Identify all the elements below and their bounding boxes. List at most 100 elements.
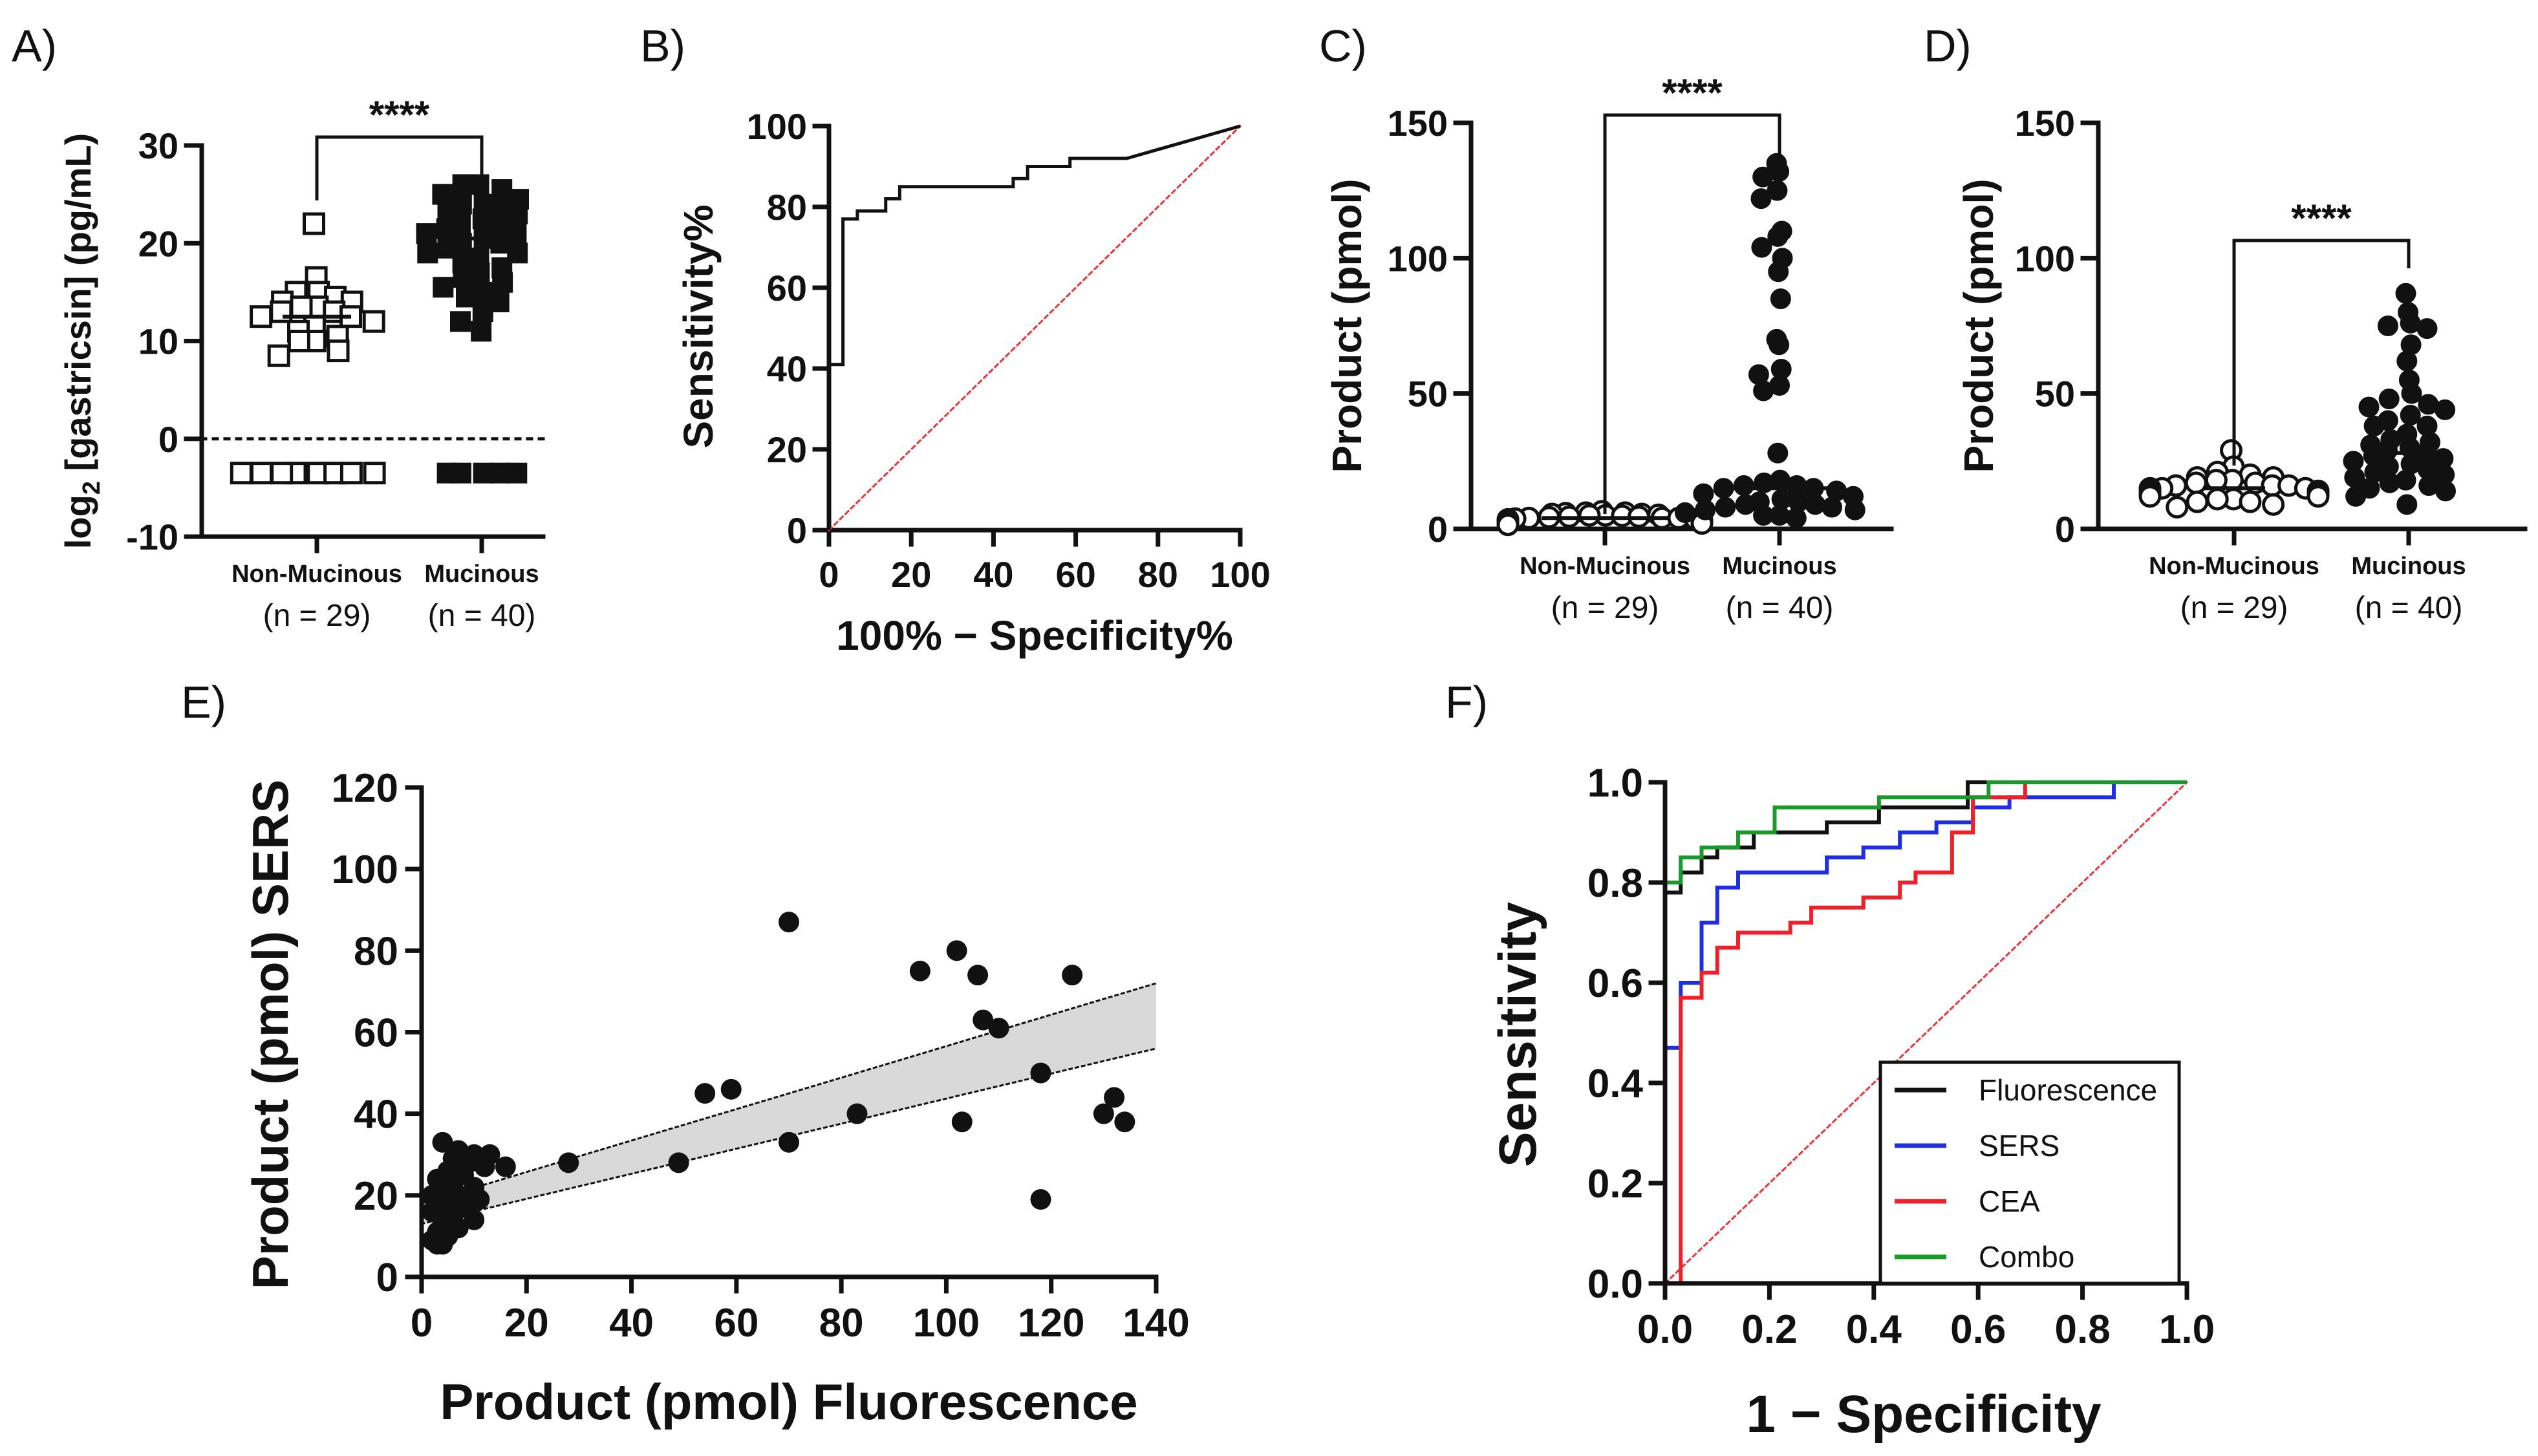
data-point [2435, 480, 2456, 502]
data-point [1785, 508, 1807, 529]
y-tick-label: 1.0 [1587, 761, 1643, 806]
data-point [1733, 475, 1754, 497]
significance-bracket [315, 135, 484, 200]
roc-curve [827, 124, 1241, 530]
data-point [1750, 188, 1772, 209]
roc-curve-combo [1663, 780, 2187, 1283]
data-point [1695, 499, 1716, 520]
data-point [1767, 226, 1789, 247]
data-point [1768, 261, 1789, 283]
panel-label-f: F) [1445, 677, 1488, 727]
data-point [558, 1152, 579, 1173]
y-tick-label: 20 [354, 1174, 398, 1219]
x-tick-label: 40 [973, 554, 1013, 595]
data-point [303, 212, 325, 235]
data-point [287, 330, 310, 352]
data-point [290, 295, 313, 319]
panel-label-c: C) [1319, 21, 1367, 71]
data-point [668, 1152, 689, 1173]
data-point [2396, 494, 2418, 515]
data-point [327, 339, 350, 363]
y-tick-label: 30 [138, 125, 178, 166]
y-tick-label: -10 [126, 517, 178, 557]
x-tick-label: 60 [1055, 554, 1095, 595]
data-point [846, 1103, 868, 1124]
y-tick-label: 40 [767, 348, 807, 389]
y-axis-label-subscript: 2 [78, 481, 105, 495]
data-point [1578, 504, 1601, 527]
panel-labels: A) B) C) D) E) F) [12, 21, 1972, 727]
data-point [250, 305, 273, 328]
roc-curve-cea [1665, 780, 2187, 1285]
data-point [1030, 1189, 1051, 1210]
x-group-label: Non-Mucinous [1520, 553, 1690, 580]
data-point [2166, 496, 2189, 519]
data-point [2345, 486, 2367, 507]
x-axis-label: 100% − Specificity% [836, 612, 1233, 659]
x-group-count: (n = 29) [1551, 591, 1659, 625]
x-tick-label: 60 [714, 1301, 758, 1345]
legend-label: CEA [1979, 1184, 2040, 1218]
data-point [1822, 497, 1842, 518]
data-point [1752, 166, 1774, 187]
y-tick-label: 50 [1408, 374, 1448, 414]
x-group-label: Non-Mucinous [2149, 553, 2319, 580]
data-point [2401, 383, 2422, 404]
x-tick-label: 140 [1123, 1301, 1189, 1345]
y-tick-label: 100 [332, 848, 398, 892]
data-point [471, 321, 492, 342]
data-point [422, 1184, 443, 1206]
ci-upper-line [420, 981, 1157, 1205]
data-point [416, 223, 437, 244]
x-tick-label: 0.6 [1950, 1307, 2006, 1352]
data-point [436, 462, 458, 484]
data-point [2378, 389, 2400, 410]
y-tick-label: 10 [138, 321, 178, 362]
data-point [432, 184, 453, 205]
data-point [250, 462, 273, 485]
data-point [1767, 442, 1789, 464]
data-point [1496, 513, 1520, 537]
y-tick-label: 0 [158, 419, 178, 460]
data-point [1751, 237, 1772, 258]
confidence-band [422, 983, 1156, 1224]
x-tick-label: 120 [1018, 1301, 1084, 1345]
y-tick-label: 100 [1388, 238, 1448, 279]
x-tick-label: 0.2 [1741, 1307, 1797, 1352]
data-point [507, 203, 528, 224]
x-tick-label: 0 [819, 554, 839, 595]
y-tick-label: 0.4 [1587, 1062, 1644, 1106]
data-point [1114, 1111, 1135, 1133]
x-group-count: (n = 29) [263, 599, 371, 633]
panel-label-b: B) [640, 21, 685, 71]
data-point [450, 311, 471, 332]
data-point [2186, 490, 2209, 513]
y-tick-label: 60 [767, 268, 807, 308]
panel-d: 0 50 100 150 Product (pmol) Non-Mucinous (n = … [1955, 103, 2528, 625]
data-point [495, 1156, 516, 1177]
panel-b: 0 20 40 60 80 100 0 20 40 60 80 100 100% − Specifici… [675, 106, 1271, 659]
data-point [946, 940, 967, 961]
data-point [464, 1209, 485, 1230]
y-tick-label: 80 [354, 929, 398, 974]
data-point [2396, 350, 2418, 372]
data-point [2358, 396, 2380, 418]
data-point [1735, 494, 1756, 515]
x-group-count: (n = 29) [2180, 591, 2288, 625]
significance-stars: **** [2291, 197, 2352, 240]
data-point [472, 301, 493, 323]
x-tick-label: 100 [913, 1301, 980, 1345]
legend-label: Combo [1979, 1240, 2074, 1274]
data-point [1062, 965, 1083, 986]
data-point [1844, 499, 1866, 520]
y-tick-label: 60 [354, 1011, 398, 1056]
panel-label-e: E) [181, 677, 226, 727]
data-point [720, 1078, 742, 1100]
data-point [339, 462, 363, 485]
x-tick-label: 0.8 [2054, 1307, 2110, 1352]
data-point [694, 1083, 716, 1104]
data-point [432, 1131, 453, 1153]
x-axis-label: Product (pmol) Fluorescence [440, 1373, 1137, 1430]
y-axis-label: Sensitivity [1489, 902, 1547, 1168]
legend-box [1878, 1060, 2181, 1285]
